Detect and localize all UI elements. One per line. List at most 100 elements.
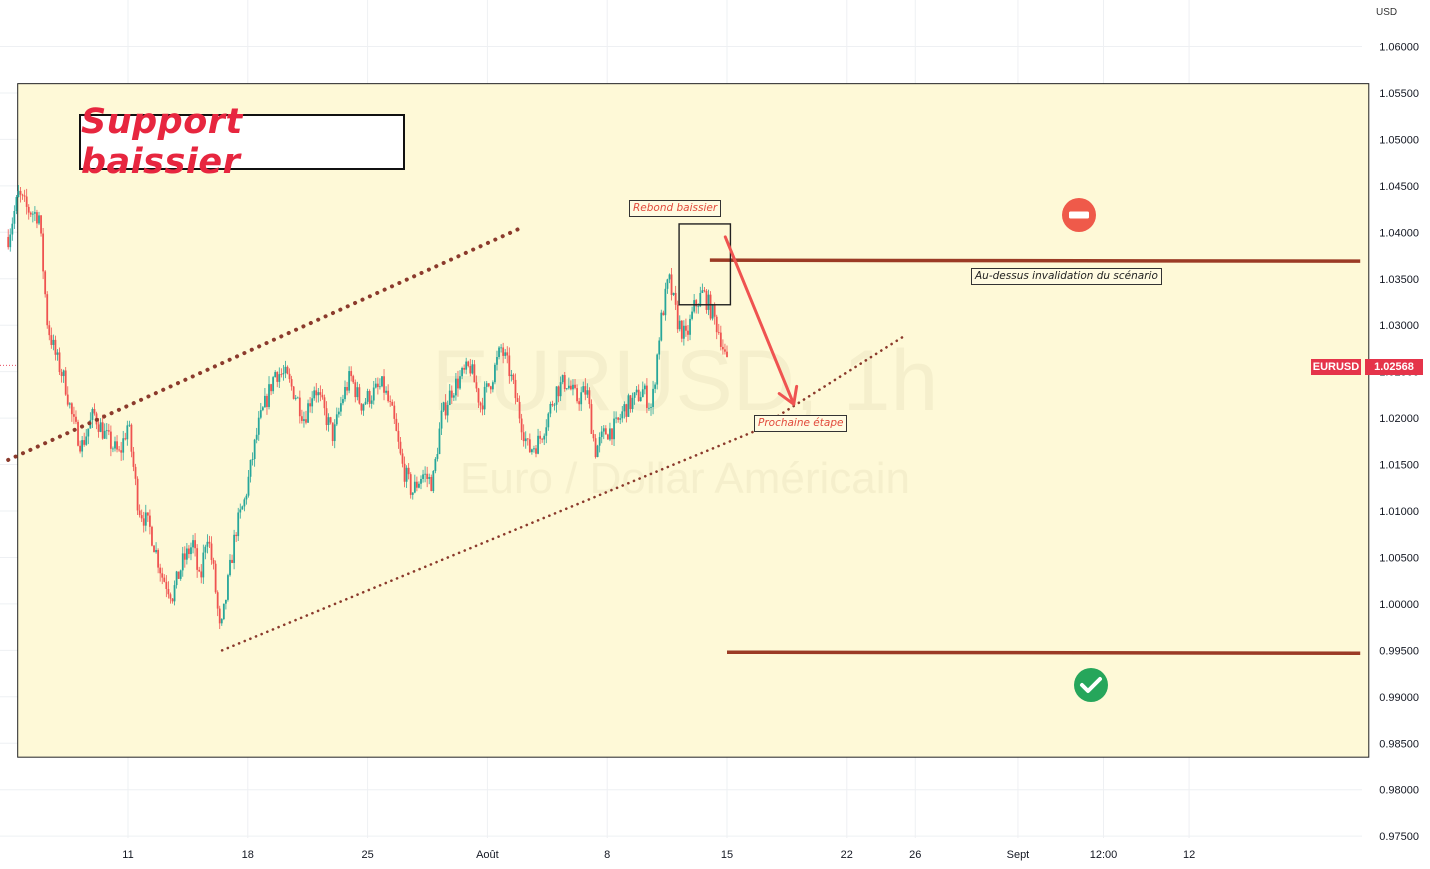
candle-body — [572, 384, 574, 390]
candle-body — [539, 435, 542, 439]
price-tick-label: 1.03500 — [1379, 274, 1419, 286]
candle-body — [666, 279, 669, 289]
time-axis[interactable]: 11 18 25 Août 8 15 22 26 Sept 12:00 12 — [122, 849, 1195, 861]
candle-body — [697, 306, 700, 308]
candle-body — [337, 411, 340, 415]
candle-body — [290, 379, 293, 387]
support-line — [726, 650, 1361, 655]
candle-body — [518, 401, 521, 419]
price-tick-label: 1.04000 — [1379, 227, 1419, 239]
candle-body — [574, 384, 576, 389]
candle-body — [31, 213, 34, 215]
candle-body — [249, 459, 252, 477]
candle-body — [233, 534, 236, 563]
candle-body — [118, 449, 121, 451]
candle-body — [672, 292, 675, 295]
candle-body — [206, 541, 209, 547]
candle-body — [707, 294, 710, 310]
candle-body — [294, 397, 297, 399]
price-tick-label: 0.97500 — [1379, 831, 1419, 843]
candle-body — [91, 408, 94, 420]
candle-body — [333, 424, 336, 442]
candle-body — [415, 481, 418, 488]
candle-body — [15, 197, 18, 211]
candle-body — [726, 351, 728, 358]
candle-body — [202, 552, 205, 578]
candle-body — [504, 352, 507, 356]
candle-body — [424, 473, 427, 475]
price-tick-label: 0.99500 — [1379, 645, 1419, 657]
candle-body — [656, 354, 659, 385]
candle-body — [368, 391, 371, 404]
candle-body — [305, 419, 307, 423]
candle-body — [52, 339, 55, 345]
candle-body — [42, 233, 45, 272]
candle-body — [153, 545, 155, 553]
price-tick-label: 1.02000 — [1379, 413, 1419, 425]
candle-body — [66, 394, 69, 405]
candle-body — [77, 421, 79, 446]
down-arrow-shaft — [723, 235, 796, 406]
candle-body — [329, 417, 332, 423]
candle-body — [253, 439, 256, 460]
candle-body — [473, 364, 476, 383]
candle-body — [381, 376, 383, 387]
time-tick-label: 15 — [721, 849, 733, 861]
candle-body — [350, 371, 353, 377]
resistance-line — [709, 258, 1361, 263]
candle-body — [670, 274, 673, 295]
candle-body — [413, 481, 416, 493]
candle-body — [452, 395, 455, 398]
candle-body — [545, 427, 548, 436]
title-box: Support baissier — [79, 102, 405, 182]
candle-body — [465, 361, 468, 370]
candle-body — [327, 417, 330, 425]
candle-body — [502, 347, 505, 356]
candle-body — [81, 440, 84, 452]
candle-body — [216, 592, 219, 609]
candle-body — [592, 433, 595, 439]
candle-body — [231, 559, 233, 563]
price-tick-label: 0.98000 — [1379, 785, 1419, 797]
candle-body — [438, 428, 441, 455]
candle-body — [621, 411, 624, 419]
candle-body — [366, 391, 369, 402]
candle-body — [21, 194, 24, 196]
price-axis[interactable]: 1.06000 1.05500 1.05000 1.04500 1.04000 1.035… — [1379, 42, 1419, 844]
price-tick-label: 1.05500 — [1379, 88, 1419, 100]
candle-body — [257, 417, 260, 435]
price-tick-label: 1.04500 — [1379, 181, 1419, 193]
candle-body — [463, 367, 466, 370]
candle-body — [533, 448, 535, 450]
candle-body — [524, 438, 527, 442]
candle-body — [635, 389, 638, 393]
watermark: EURUSD, 1h Euro / Dollar Américain — [432, 333, 939, 503]
candle-body — [171, 598, 174, 602]
candle-body — [331, 422, 334, 442]
candle-body — [391, 401, 394, 406]
candle-body — [641, 389, 644, 398]
candle-body — [643, 385, 646, 390]
candle-body — [376, 383, 379, 388]
candle-body — [397, 430, 400, 442]
candle-body — [724, 349, 726, 352]
candle-body — [204, 546, 207, 553]
candle-body — [270, 384, 272, 392]
candle-body — [699, 293, 702, 307]
candle-body — [662, 312, 665, 316]
candle-body — [251, 459, 254, 460]
candle-body — [222, 603, 225, 620]
candle-body — [46, 294, 49, 326]
candle-body — [11, 223, 14, 235]
candle-body — [717, 332, 720, 333]
time-tick-label: 18 — [242, 849, 254, 861]
time-tick-label: 12:00 — [1090, 849, 1118, 861]
candle-body — [652, 388, 654, 407]
candle-body — [448, 390, 451, 406]
candle-body — [387, 390, 390, 402]
candle-body — [56, 352, 59, 355]
candle-body — [132, 451, 135, 467]
channel-lower-line — [220, 333, 909, 652]
candle-body — [477, 388, 480, 403]
